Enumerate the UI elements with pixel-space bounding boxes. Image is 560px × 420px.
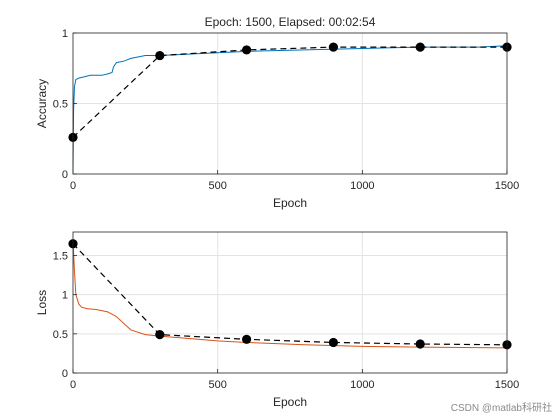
x-axis-label: Epoch <box>273 196 307 210</box>
y-tick-label: 1 <box>62 28 68 40</box>
y-tick-label: 0.5 <box>53 329 68 341</box>
validation-point <box>155 50 165 61</box>
y-axis-label: Accuracy <box>35 79 49 128</box>
x-tick-label: 0 <box>70 379 76 391</box>
chart-title: Epoch: 1500, Elapsed: 00:02:54 <box>205 15 376 29</box>
y-tick-label: 1 <box>62 290 68 302</box>
validation-point <box>242 45 252 55</box>
x-tick-label: 1000 <box>350 379 374 391</box>
x-tick-label: 1500 <box>495 180 519 192</box>
validation-point <box>328 42 338 52</box>
chart-panel-1: 0 500 1000 1500 0 0.5 1 Epoch Accuracy Epoch: 150… <box>35 15 519 210</box>
x-tick-label: 500 <box>208 180 226 192</box>
plot-area <box>73 232 507 373</box>
x-tick-label: 1000 <box>350 180 374 192</box>
training-line-1 <box>72 45 508 172</box>
validation-point <box>155 330 165 340</box>
validation-line-1 <box>72 46 507 138</box>
y-tick-label: 0 <box>62 368 68 380</box>
training-line-2 <box>72 239 508 349</box>
x-tick-label: 500 <box>208 379 226 391</box>
axes-box <box>72 231 508 374</box>
x-tick-label: 1500 <box>495 379 519 391</box>
validation-point <box>242 334 252 344</box>
chart-panel-2: 0 500 1000 1500 0 0.5 1 1.5 Epoch Loss <box>35 231 519 409</box>
x-axis-label: Epoch <box>273 395 307 409</box>
validation-line-2 <box>72 243 508 346</box>
y-tick-label: 1.5 <box>53 251 68 263</box>
watermark-text: CSDN @matlab科研社 <box>450 403 552 414</box>
validation-point <box>415 339 425 349</box>
y-axis-label: Loss <box>35 290 49 315</box>
validation-point <box>328 337 338 348</box>
y-tick-label: 0.5 <box>53 99 68 111</box>
validation-point <box>415 42 425 52</box>
y-tick-label: 0 <box>62 169 68 181</box>
x-tick-label: 0 <box>70 180 76 192</box>
